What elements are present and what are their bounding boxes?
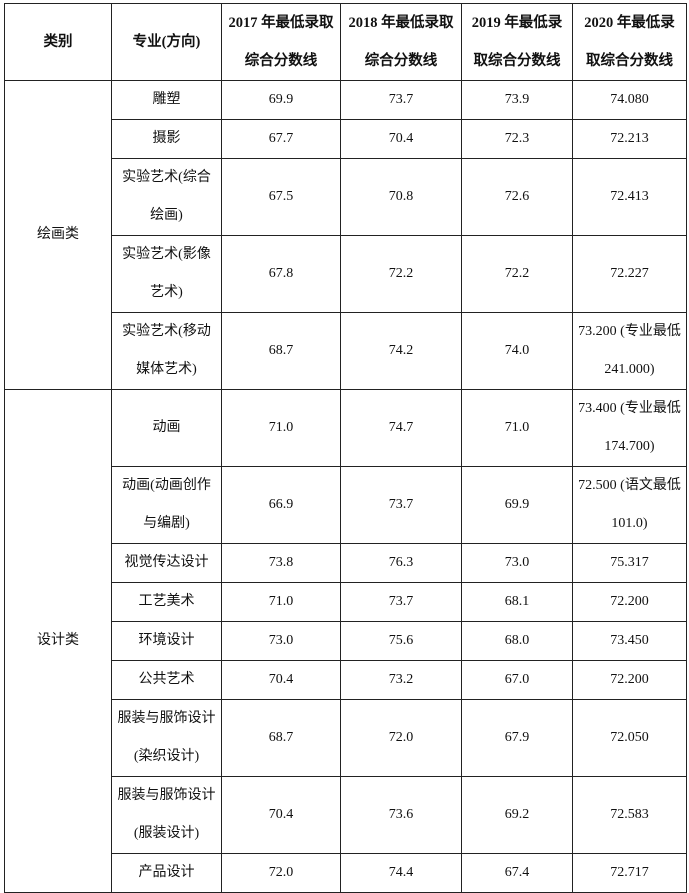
score-2017: 73.0 bbox=[221, 621, 341, 661]
header-category: 类别 bbox=[4, 3, 112, 81]
major-cell: 产品设计 bbox=[111, 853, 222, 893]
score-2020: 72.583 bbox=[572, 776, 687, 854]
table-row: 绘画类 雕塑 69.9 73.7 73.9 74.080 bbox=[4, 80, 687, 390]
score-2018: 73.7 bbox=[340, 466, 462, 544]
score-2017: 69.9 bbox=[221, 80, 341, 120]
major-cell: 摄影 bbox=[111, 119, 222, 159]
score-2018: 73.6 bbox=[340, 776, 462, 854]
table-row: 环境设计 73.0 75.6 68.0 73.450 bbox=[5, 621, 687, 661]
score-2019: 68.1 bbox=[461, 582, 573, 622]
major-cell: 公共艺术 bbox=[111, 660, 222, 700]
score-2017: 71.0 bbox=[221, 389, 341, 467]
score-2020: 72.227 bbox=[572, 235, 687, 313]
score-2018: 74.2 bbox=[340, 312, 462, 390]
score-2019: 72.2 bbox=[461, 235, 573, 313]
score-2018: 72.0 bbox=[340, 699, 462, 777]
score-2019: 67.4 bbox=[461, 853, 573, 893]
score-2019: 67.9 bbox=[461, 699, 573, 777]
major-cell: 工艺美术 bbox=[111, 582, 222, 622]
major-cell: 雕塑 bbox=[111, 80, 222, 120]
score-2017: 72.0 bbox=[221, 853, 341, 893]
table-row: 设计类 动画 71.0 74.7 71.0 73.400 (专业最低 174.700) bbox=[4, 389, 687, 893]
score-2018: 73.2 bbox=[340, 660, 462, 700]
score-2020: 73.400 (专业最低 174.700) bbox=[572, 389, 687, 467]
score-2019: 69.2 bbox=[461, 776, 573, 854]
header-2018: 2018 年最低录取综合分数线 bbox=[340, 3, 462, 81]
category-cell: 设计类 bbox=[4, 389, 112, 893]
score-2020: 73.200 (专业最低 241.000) bbox=[572, 312, 687, 390]
table-row: 公共艺术 70.4 73.2 67.0 72.200 bbox=[5, 660, 687, 700]
score-2017: 71.0 bbox=[221, 582, 341, 622]
score-2018: 74.4 bbox=[340, 853, 462, 893]
table-row: 实验艺术(综合绘画) 67.5 70.8 72.6 72.413 bbox=[5, 158, 687, 236]
score-2020: 72.200 bbox=[572, 660, 687, 700]
score-2020: 75.317 bbox=[572, 543, 687, 583]
table-row: 动画(动画创作与编剧) 66.9 73.7 69.9 72.500 (语文最低 101.… bbox=[5, 466, 687, 544]
score-2018: 75.6 bbox=[340, 621, 462, 661]
major-cell: 服装与服饰设计(服装设计) bbox=[111, 776, 222, 854]
table-row: 视觉传达设计 73.8 76.3 73.0 75.317 bbox=[5, 543, 687, 583]
score-2018: 73.7 bbox=[340, 80, 462, 120]
score-2019: 72.3 bbox=[461, 119, 573, 159]
score-2017: 68.7 bbox=[221, 699, 341, 777]
header-major: 专业(方向) bbox=[111, 3, 222, 81]
score-2020: 72.200 bbox=[572, 582, 687, 622]
score-2018: 72.2 bbox=[340, 235, 462, 313]
score-2019: 73.0 bbox=[461, 543, 573, 583]
category-cell: 绘画类 bbox=[4, 80, 112, 390]
score-2020: 72.213 bbox=[572, 119, 687, 159]
score-2017: 70.4 bbox=[221, 776, 341, 854]
table-row: 摄影 67.7 70.4 72.3 72.213 bbox=[5, 119, 687, 159]
score-2017: 73.8 bbox=[221, 543, 341, 583]
major-cell: 动画(动画创作与编剧) bbox=[111, 466, 222, 544]
score-2020: 74.080 bbox=[572, 80, 687, 120]
header-row: 类别 专业(方向) 2017 年最低录取综合分数线 2018 年最低录取综合分数… bbox=[4, 3, 687, 81]
score-2018: 74.7 bbox=[340, 389, 462, 467]
score-2017: 68.7 bbox=[221, 312, 341, 390]
score-2019: 69.9 bbox=[461, 466, 573, 544]
score-2019: 68.0 bbox=[461, 621, 573, 661]
major-cell: 服装与服饰设计(染织设计) bbox=[111, 699, 222, 777]
major-cell: 实验艺术(影像艺术) bbox=[111, 235, 222, 313]
score-2017: 70.4 bbox=[221, 660, 341, 700]
header-2020: 2020 年最低录取综合分数线 bbox=[572, 3, 687, 81]
score-2019: 72.6 bbox=[461, 158, 573, 236]
score-2018: 70.8 bbox=[340, 158, 462, 236]
score-2018: 76.3 bbox=[340, 543, 462, 583]
header-2017: 2017 年最低录取综合分数线 bbox=[221, 3, 341, 81]
score-2019: 74.0 bbox=[461, 312, 573, 390]
score-2019: 71.0 bbox=[461, 389, 573, 467]
major-cell: 实验艺术(综合绘画) bbox=[111, 158, 222, 236]
score-table: 类别 专业(方向) 2017 年最低录取综合分数线 2018 年最低录取综合分数… bbox=[4, 3, 687, 893]
major-cell: 动画 bbox=[111, 389, 222, 467]
score-2017: 66.9 bbox=[221, 466, 341, 544]
major-cell: 实验艺术(移动媒体艺术) bbox=[111, 312, 222, 390]
major-cell: 视觉传达设计 bbox=[111, 543, 222, 583]
header-2019: 2019 年最低录取综合分数线 bbox=[461, 3, 573, 81]
score-2018: 73.7 bbox=[340, 582, 462, 622]
score-2017: 67.8 bbox=[221, 235, 341, 313]
score-2018: 70.4 bbox=[340, 119, 462, 159]
score-2017: 67.7 bbox=[221, 119, 341, 159]
score-2020: 72.413 bbox=[572, 158, 687, 236]
table-row: 实验艺术(移动媒体艺术) 68.7 74.2 74.0 73.200 (专业最低 241… bbox=[5, 312, 687, 390]
table-row: 服装与服饰设计(服装设计) 70.4 73.6 69.2 72.583 bbox=[5, 776, 687, 854]
score-2019: 67.0 bbox=[461, 660, 573, 700]
table-row: 实验艺术(影像艺术) 67.8 72.2 72.2 72.227 bbox=[5, 235, 687, 313]
major-cell: 环境设计 bbox=[111, 621, 222, 661]
score-2020: 73.450 bbox=[572, 621, 687, 661]
score-2020: 72.717 bbox=[572, 853, 687, 893]
score-2019: 73.9 bbox=[461, 80, 573, 120]
score-2020: 72.500 (语文最低 101.0) bbox=[572, 466, 687, 544]
score-2020: 72.050 bbox=[572, 699, 687, 777]
score-2017: 67.5 bbox=[221, 158, 341, 236]
